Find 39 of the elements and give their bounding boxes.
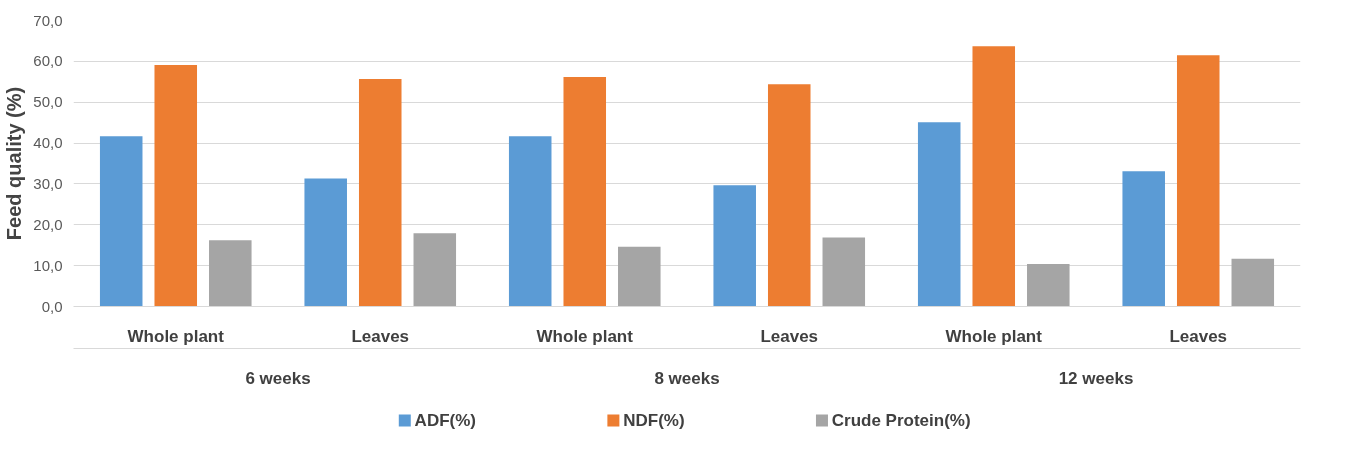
bar	[767, 84, 811, 307]
bar	[972, 46, 1016, 307]
y-tick-label: 60,0	[33, 52, 63, 70]
text: 8 weeks	[654, 368, 720, 388]
y-tick-label: 40,0	[33, 134, 63, 152]
x-tick-label: Leaves	[351, 326, 410, 346]
bar	[822, 237, 866, 307]
bar	[508, 136, 552, 307]
text: 12 weeks	[1058, 368, 1134, 388]
bar	[358, 78, 402, 307]
y-tick-label: 0,0	[41, 297, 63, 315]
text: 6 weeks	[245, 368, 311, 388]
y-tick-label: 10,0	[33, 256, 63, 274]
bar	[304, 178, 347, 307]
bar	[1176, 55, 1220, 307]
x-tick-label: Leaves	[1169, 326, 1228, 346]
bar	[209, 240, 252, 307]
y-tick-label: 70,0	[33, 11, 63, 29]
x-tick-label: Leaves	[760, 326, 819, 346]
y-tick-label: 50,0	[33, 93, 63, 111]
legend-label: NDF(%)	[623, 411, 685, 430]
bar	[413, 233, 457, 307]
bar	[917, 122, 961, 307]
bar	[1027, 264, 1070, 307]
legend-label: ADF(%)	[414, 411, 476, 430]
x-tick-label: Whole plant	[127, 326, 225, 346]
bar	[713, 185, 756, 307]
y-axis-title: Feed quality (%)	[3, 86, 26, 241]
bar	[618, 246, 661, 307]
bar	[1122, 171, 1165, 307]
bar	[99, 136, 143, 307]
bar	[563, 76, 607, 307]
y-tick-label: 20,0	[33, 215, 63, 233]
bar	[1231, 258, 1275, 307]
legend-label: Crude Protein(%)	[831, 411, 971, 430]
x-tick-label: Whole plant	[945, 326, 1043, 346]
x-tick-label: Whole plant	[536, 326, 634, 346]
y-tick-label: 30,0	[33, 174, 63, 192]
bar	[154, 65, 198, 307]
